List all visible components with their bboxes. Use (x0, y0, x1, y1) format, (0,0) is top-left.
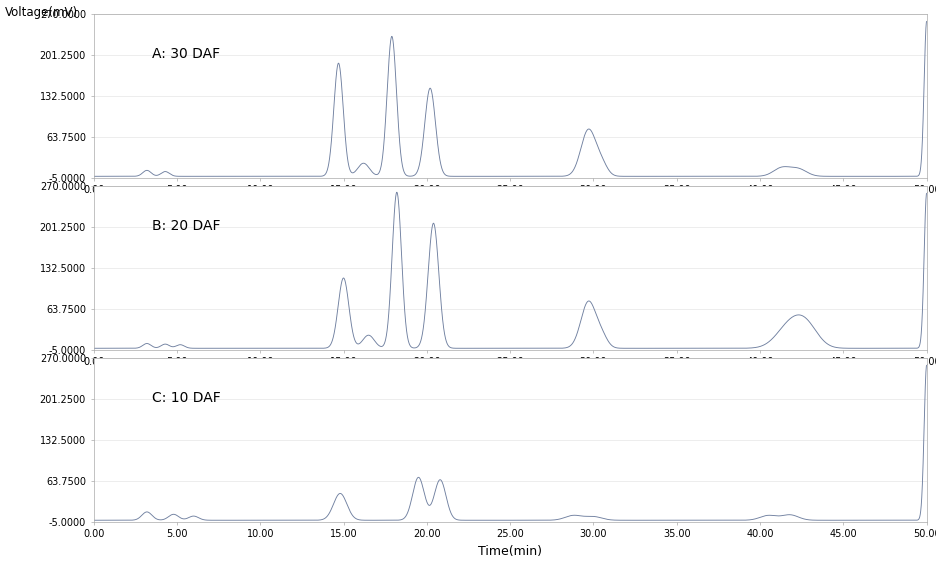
Text: C: 10 DAF: C: 10 DAF (152, 390, 221, 404)
Text: A: 30 DAF: A: 30 DAF (152, 47, 220, 61)
Text: B: 20 DAF: B: 20 DAF (152, 219, 220, 233)
X-axis label: Time(min): Time(min) (478, 545, 542, 558)
Text: Voltage(mV): Voltage(mV) (5, 6, 78, 19)
